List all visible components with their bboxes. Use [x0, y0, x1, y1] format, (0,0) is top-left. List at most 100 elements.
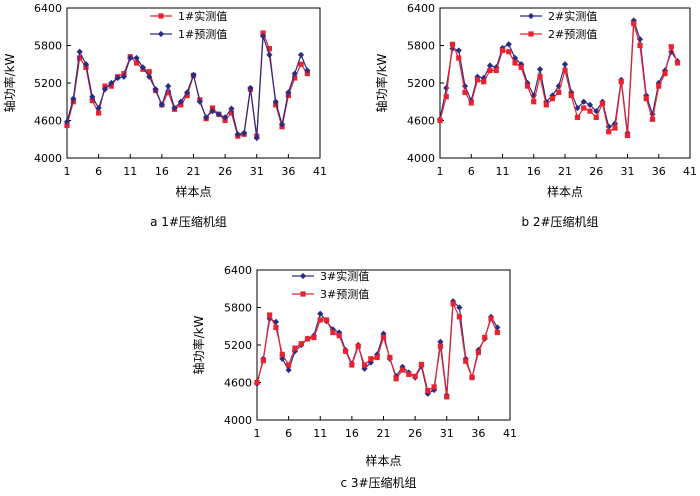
y-tick-label: 5800	[224, 302, 252, 315]
data-point	[580, 98, 587, 105]
data-point	[425, 388, 431, 394]
data-point	[108, 83, 114, 89]
data-point	[456, 304, 463, 311]
data-point	[139, 64, 146, 71]
x-tick-label: 41	[503, 427, 517, 440]
data-point	[253, 134, 260, 142]
data-point	[317, 310, 324, 317]
y-tick-label: 5800	[407, 40, 435, 53]
data-point	[456, 314, 462, 320]
data-point	[96, 110, 102, 116]
data-point	[643, 96, 649, 102]
data-point	[531, 99, 537, 105]
data-point	[474, 77, 481, 83]
x-tick-label: 11	[123, 165, 137, 178]
data-point	[286, 362, 292, 368]
data-point	[574, 104, 581, 112]
data-point	[556, 89, 562, 95]
data-point	[272, 98, 279, 105]
data-point	[437, 338, 444, 345]
y-tick-label: 4000	[224, 414, 252, 427]
data-point	[581, 105, 587, 111]
data-point	[241, 129, 248, 137]
data-point	[562, 67, 568, 74]
data-point	[355, 343, 361, 349]
data-point	[304, 67, 311, 74]
data-point	[456, 55, 462, 61]
x-tick-label: 1	[254, 427, 261, 440]
data-point	[593, 114, 599, 120]
data-point	[518, 64, 524, 70]
data-point	[486, 62, 494, 69]
data-point	[247, 84, 254, 92]
x-tick-label: 41	[313, 165, 327, 178]
data-point	[267, 312, 273, 318]
data-point	[95, 104, 102, 112]
data-point	[499, 47, 506, 54]
data-point	[593, 108, 600, 115]
data-point	[102, 83, 108, 89]
data-point	[285, 89, 292, 96]
data-point	[443, 84, 450, 92]
x-tick-label: 26	[589, 165, 603, 178]
data-point	[171, 104, 178, 112]
data-point	[549, 96, 556, 102]
x-tick-label: 11	[313, 427, 327, 440]
data-point	[668, 44, 674, 50]
data-point	[101, 86, 109, 93]
data-point	[606, 129, 612, 135]
data-point	[662, 71, 668, 77]
plot-frame	[256, 269, 511, 421]
legend-label: 1#预测值	[178, 28, 227, 41]
legend-marker	[528, 31, 534, 37]
series-2	[63, 33, 311, 142]
y-axis-label: 轴功率/kW	[374, 53, 389, 112]
data-point	[63, 118, 71, 125]
data-point	[273, 324, 279, 331]
data-point	[512, 60, 518, 66]
legend-marker	[157, 30, 165, 38]
x-tick-label: 16	[345, 427, 359, 440]
y-tick-label: 5200	[407, 77, 435, 90]
data-point	[266, 46, 272, 52]
data-point	[618, 79, 624, 85]
data-point	[649, 116, 656, 122]
data-point	[64, 122, 70, 129]
x-tick-label: 31	[621, 165, 635, 178]
data-point	[656, 83, 662, 89]
data-point	[568, 89, 575, 96]
data-point	[624, 132, 631, 139]
data-point	[374, 354, 380, 361]
data-point	[254, 379, 260, 386]
data-point	[537, 74, 543, 80]
y-tick-label: 6400	[407, 2, 435, 15]
data-point	[530, 92, 537, 99]
data-point	[468, 100, 474, 106]
x-tick-label: 26	[218, 165, 232, 178]
data-point	[399, 367, 406, 373]
data-point	[108, 79, 115, 87]
data-point	[412, 373, 418, 379]
data-point	[393, 376, 399, 382]
x-tick-label: 21	[377, 427, 391, 440]
y-tick-label: 5200	[224, 339, 252, 352]
x-tick-label: 6	[95, 165, 102, 178]
data-point	[260, 30, 266, 36]
y-tick-label: 4600	[224, 377, 252, 390]
data-point	[437, 343, 444, 349]
data-point	[158, 101, 165, 108]
data-point	[273, 102, 279, 108]
series-2	[437, 21, 681, 139]
data-point	[655, 79, 662, 87]
data-point	[311, 334, 317, 341]
data-point	[285, 366, 292, 374]
data-point	[260, 358, 266, 364]
legend: 3#实测值 3#预测值	[292, 269, 369, 301]
data-point	[543, 98, 550, 105]
data-point	[649, 111, 656, 118]
data-point	[317, 317, 323, 323]
data-point	[297, 51, 305, 58]
x-tick-label: 31	[440, 427, 454, 440]
x-tick-label: 41	[683, 165, 697, 178]
